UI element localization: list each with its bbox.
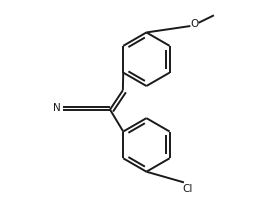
Text: N: N: [54, 103, 61, 113]
Text: O: O: [191, 19, 199, 29]
Text: Cl: Cl: [182, 184, 192, 194]
